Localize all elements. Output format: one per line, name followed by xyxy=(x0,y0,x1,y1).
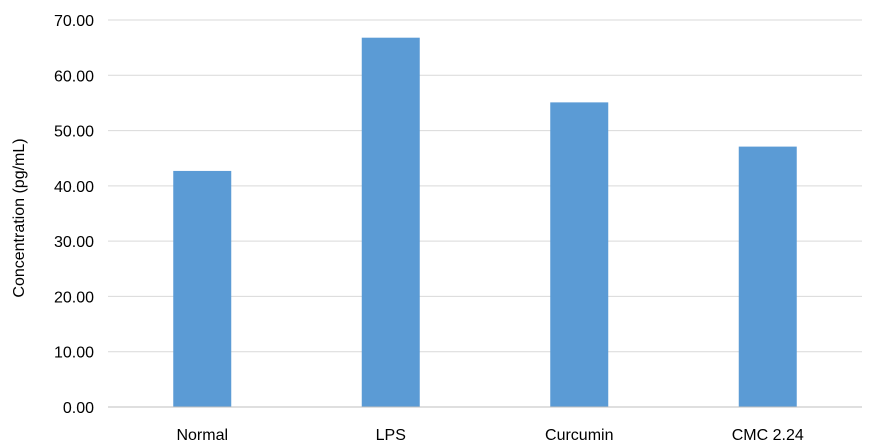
gridlines xyxy=(108,19,862,353)
x-tick-label: CMC 2.24 xyxy=(732,427,804,444)
x-tick-labels: Normal LPS Curcumin CMC 2.24 xyxy=(176,427,803,444)
bar-cmc-2-24 xyxy=(738,146,797,407)
bar-lps xyxy=(361,37,420,407)
bars xyxy=(173,37,797,407)
x-tick-label: LPS xyxy=(376,427,406,444)
y-tick-label: 40.00 xyxy=(54,179,94,196)
y-tick-labels: 0.00 10.00 20.00 30.00 40.00 50.00 60.00 70.00 xyxy=(54,13,94,417)
y-tick-label: 70.00 xyxy=(54,13,94,30)
y-tick-label: 50.00 xyxy=(54,124,94,141)
y-tick-label: 0.00 xyxy=(63,400,94,417)
y-tick-label: 20.00 xyxy=(54,289,94,306)
x-tick-label: Curcumin xyxy=(545,427,613,444)
y-axis-title: Concentration (pg/mL) xyxy=(11,138,28,297)
y-tick-label: 60.00 xyxy=(54,68,94,85)
x-tick-label: Normal xyxy=(176,427,228,444)
y-tick-label: 10.00 xyxy=(54,345,94,362)
bar-curcumin xyxy=(550,102,609,407)
y-tick-label: 30.00 xyxy=(54,234,94,251)
bar-normal xyxy=(173,170,232,407)
